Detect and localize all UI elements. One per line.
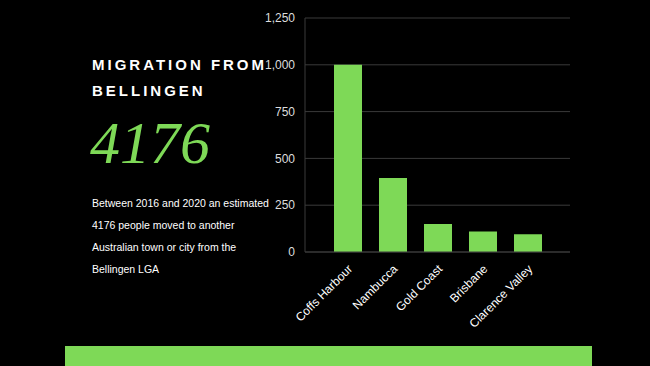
svg-text:250: 250 — [275, 198, 295, 212]
svg-text:Coffs Harbour: Coffs Harbour — [293, 262, 356, 325]
html-text:MIGRATION FROM BELLINGEN: MIGRATION FROM BELLINGEN — [92, 56, 267, 99]
svg-text:1,250: 1,250 — [265, 11, 295, 25]
html-text:Between 2016 and 2020 an estim: Between 2016 and 2020 an estimated 4176 … — [92, 197, 269, 275]
svg-text:Gold Coast: Gold Coast — [393, 261, 446, 314]
html-text:4176: 4176 — [90, 110, 210, 176]
svg-text:750: 750 — [275, 105, 295, 119]
svg-text:Clarence Valley: Clarence Valley — [467, 262, 536, 331]
svg-text:Nambucca: Nambucca — [349, 261, 401, 313]
svg-text:Brisbane: Brisbane — [447, 262, 491, 306]
svg-text:0: 0 — [288, 245, 295, 259]
svg-text:1,000: 1,000 — [265, 58, 295, 72]
svg-text:500: 500 — [275, 152, 295, 166]
